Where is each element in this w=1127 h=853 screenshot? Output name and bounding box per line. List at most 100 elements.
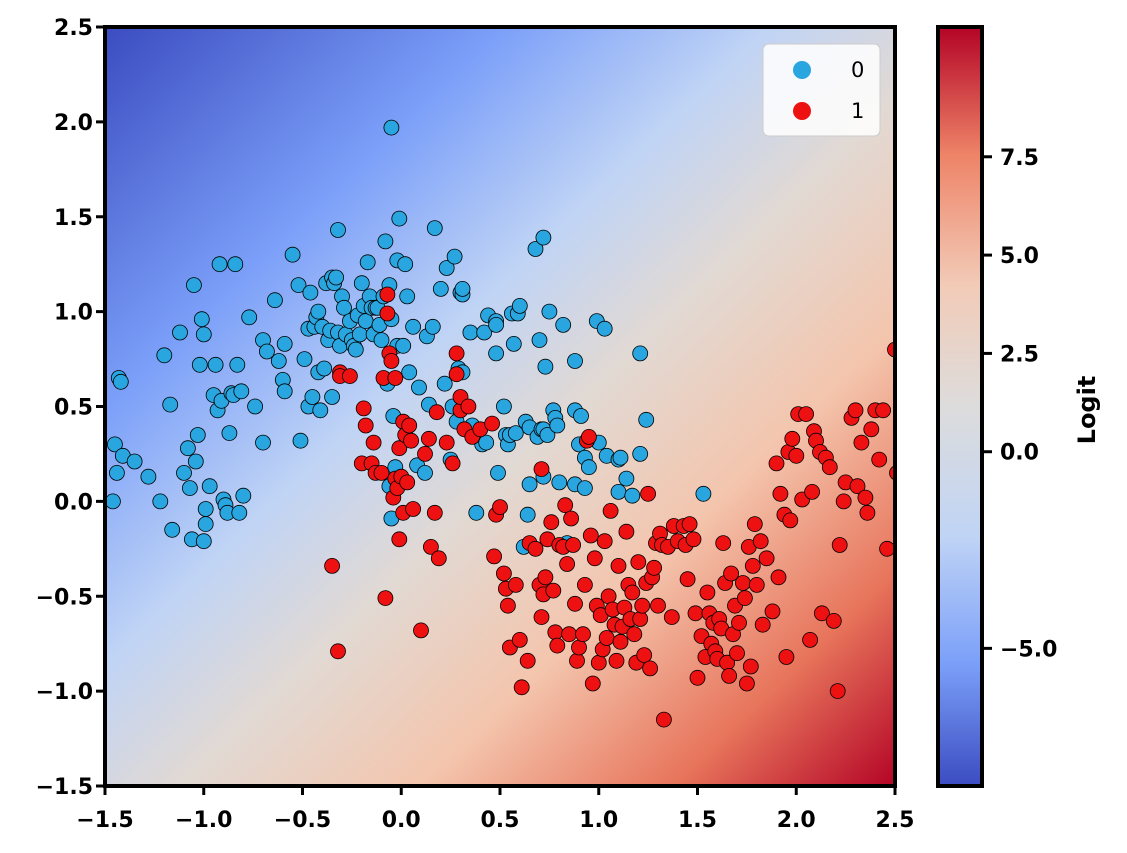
point-class-0	[612, 449, 629, 466]
point-class-1	[758, 550, 775, 567]
point-class-1	[632, 611, 649, 627]
point-class-0	[304, 389, 321, 405]
point-class-1	[911, 446, 926, 461]
x-tick-label: 0.5	[481, 808, 520, 833]
point-class-1	[324, 558, 341, 574]
point-class-1	[511, 632, 528, 648]
point-class-1	[590, 654, 607, 671]
y-tick-label: 1.5	[54, 206, 93, 231]
legend-label-1: 1	[851, 99, 864, 123]
point-class-1	[829, 683, 846, 699]
point-class-1	[772, 485, 789, 502]
point-class-1	[448, 366, 465, 383]
colorbar-tick-label: 7.5	[1000, 146, 1039, 171]
point-class-1	[646, 559, 662, 576]
point-class-0	[328, 269, 345, 286]
y-tick-label: −1.5	[36, 775, 93, 800]
point-class-1	[420, 430, 437, 447]
point-class-1	[857, 489, 874, 506]
point-class-1	[634, 597, 651, 614]
points-layer	[105, 119, 926, 728]
point-class-1	[608, 652, 625, 669]
point-class-0	[247, 398, 264, 415]
point-class-1	[770, 569, 787, 586]
point-class-0	[383, 119, 400, 136]
colorbar-tick-label: 5.0	[1000, 244, 1039, 269]
point-class-1	[739, 675, 755, 692]
point-class-1	[825, 613, 842, 629]
point-class-0	[395, 337, 412, 354]
point-class-0	[312, 402, 329, 419]
point-class-1	[859, 504, 876, 521]
point-class-0	[109, 464, 125, 481]
point-class-1	[650, 597, 666, 614]
point-class-1	[438, 434, 455, 451]
point-class-1	[737, 590, 753, 606]
x-tick-label: 2.5	[876, 808, 915, 833]
point-class-0	[112, 373, 129, 390]
point-class-0	[107, 436, 123, 453]
legend: 0 1	[762, 43, 881, 137]
point-class-0	[488, 316, 505, 333]
point-class-1	[735, 575, 751, 591]
point-class-0	[618, 470, 635, 487]
point-class-0	[330, 222, 346, 238]
colorbar-fill	[936, 25, 984, 788]
point-class-1	[863, 421, 880, 438]
point-class-1	[379, 305, 396, 322]
point-class-0	[476, 324, 493, 341]
point-class-0	[152, 493, 169, 510]
point-class-1	[557, 497, 574, 514]
point-class-0	[432, 280, 449, 297]
point-class-1	[379, 286, 396, 303]
point-class-1	[533, 461, 550, 478]
point-class-1	[907, 346, 922, 361]
point-class-1	[401, 417, 418, 434]
point-class-0	[411, 379, 427, 396]
point-class-0	[221, 425, 238, 442]
point-class-1	[778, 649, 795, 665]
point-class-0	[193, 311, 210, 328]
x-tick-label: −0.5	[274, 808, 331, 833]
point-class-0	[233, 383, 250, 400]
point-class-0	[424, 318, 441, 335]
point-class-0	[638, 411, 655, 428]
point-class-0	[347, 341, 364, 358]
point-class-0	[555, 316, 572, 333]
point-class-0	[399, 288, 416, 305]
point-class-1	[804, 483, 820, 500]
point-class-0	[181, 480, 198, 497]
point-class-1	[563, 510, 579, 527]
point-class-1	[513, 679, 530, 696]
legend-marker-1	[793, 102, 811, 120]
point-class-0	[231, 504, 248, 521]
point-class-1	[746, 516, 763, 532]
point-class-0	[284, 246, 301, 263]
y-tick-label: 2.0	[54, 111, 93, 136]
point-class-0	[490, 464, 506, 481]
point-class-0	[324, 389, 341, 405]
point-class-0	[551, 474, 568, 491]
point-class-0	[197, 501, 214, 517]
legend-marker-0	[793, 61, 811, 79]
point-class-0	[179, 440, 196, 457]
point-class-0	[695, 485, 712, 502]
point-class-1	[849, 478, 866, 495]
y-axis: −1.5 −1.0 −0.5 0.0 0.5 1.0 1.5 2.0 2.5	[36, 16, 105, 800]
point-class-0	[292, 432, 309, 449]
point-class-0	[191, 356, 208, 373]
point-class-1	[484, 415, 501, 432]
point-class-1	[875, 402, 891, 419]
point-class-1	[723, 565, 739, 582]
colorbar: −5.0 0.0 2.5 5.0 7.5 Logit	[936, 25, 1101, 788]
point-class-1	[582, 527, 599, 544]
point-class-1	[355, 400, 372, 417]
point-class-1	[612, 633, 629, 650]
point-class-0	[426, 220, 443, 237]
point-class-0	[462, 324, 479, 341]
point-class-1	[448, 345, 465, 362]
point-class-1	[847, 402, 864, 419]
point-class-0	[438, 260, 455, 276]
point-class-0	[266, 292, 283, 309]
point-class-1	[742, 658, 759, 675]
